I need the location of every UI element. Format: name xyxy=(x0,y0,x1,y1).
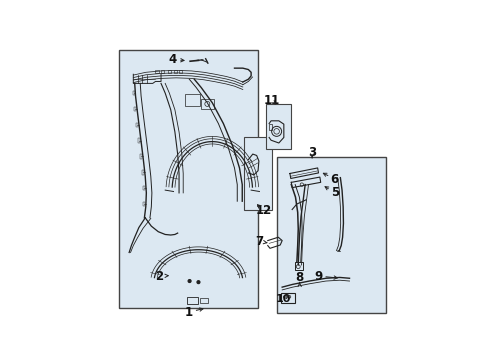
Text: 7: 7 xyxy=(255,235,263,248)
Text: 11: 11 xyxy=(263,94,279,107)
Bar xyxy=(142,170,144,175)
Text: 2: 2 xyxy=(156,270,164,283)
Bar xyxy=(269,123,272,130)
Bar xyxy=(244,138,272,210)
Bar xyxy=(168,70,172,73)
Bar xyxy=(173,70,177,73)
Text: 8: 8 xyxy=(295,271,304,284)
Bar xyxy=(143,202,145,206)
Bar xyxy=(201,99,214,109)
Text: 3: 3 xyxy=(308,146,316,159)
Text: 6: 6 xyxy=(331,172,339,185)
Bar xyxy=(185,94,200,105)
Bar xyxy=(281,293,295,303)
Bar xyxy=(134,107,136,111)
Bar xyxy=(138,138,140,143)
Bar xyxy=(133,91,135,95)
Bar xyxy=(179,70,182,73)
Text: 1: 1 xyxy=(185,306,193,319)
Text: 9: 9 xyxy=(314,270,322,283)
Bar xyxy=(140,154,142,159)
Text: 4: 4 xyxy=(169,53,177,66)
Text: 12: 12 xyxy=(256,204,272,217)
Bar xyxy=(295,262,303,270)
Circle shape xyxy=(197,281,200,284)
Bar xyxy=(143,186,145,190)
Bar xyxy=(267,104,292,149)
Bar xyxy=(155,70,159,73)
Bar xyxy=(120,50,258,308)
Bar xyxy=(200,298,208,303)
Bar xyxy=(161,70,164,73)
Text: 5: 5 xyxy=(331,186,339,199)
Text: 10: 10 xyxy=(275,294,291,304)
Bar xyxy=(136,122,138,127)
Bar xyxy=(187,297,198,304)
Bar xyxy=(277,157,386,314)
Circle shape xyxy=(188,280,191,283)
